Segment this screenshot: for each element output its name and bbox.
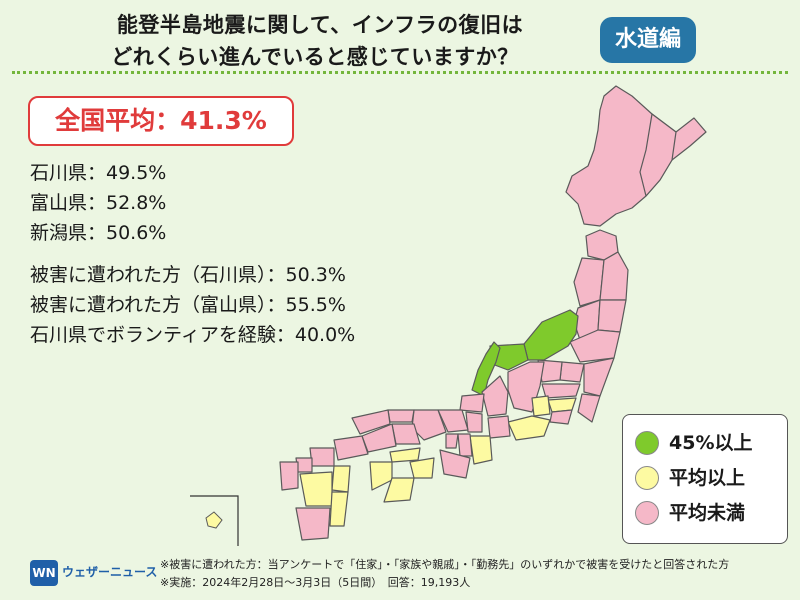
note-survey-period: ※実施：2024年2月28日〜3月3日（5日間） 回答：19,193人 bbox=[160, 576, 471, 589]
akita bbox=[573, 257, 605, 307]
stat-ishikawa: 石川県：49.5% bbox=[30, 162, 167, 184]
osaka bbox=[445, 433, 459, 449]
shimane bbox=[351, 409, 391, 435]
kagawa bbox=[389, 447, 421, 463]
legend-label: 45%以上 bbox=[669, 432, 753, 454]
iwate bbox=[599, 251, 629, 301]
legend-swatch-yellow bbox=[635, 466, 659, 490]
legend-label: 平均以上 bbox=[669, 467, 746, 489]
niigata bbox=[523, 309, 579, 361]
stat-victims-ishikawa: 被害に遭われた方（石川県）：50.3% bbox=[30, 264, 346, 286]
saitama bbox=[541, 383, 581, 399]
stat-volunteer-ishikawa: 石川県でボランティアを経験：40.0% bbox=[30, 324, 356, 346]
title-line-2: どれくらい進んでいると感じていますか？ bbox=[111, 45, 519, 69]
title-line-1: 能登半島地震に関して、インフラの復旧は bbox=[116, 13, 524, 37]
kanagawa bbox=[549, 409, 573, 425]
legend-swatch-green bbox=[635, 431, 659, 455]
okinawa bbox=[205, 511, 223, 529]
shizuoka bbox=[507, 415, 551, 441]
stat-toyama: 富山県：52.8% bbox=[30, 192, 167, 214]
header-divider bbox=[12, 71, 788, 74]
tochigi bbox=[559, 361, 585, 383]
legend-label: 平均未満 bbox=[669, 502, 746, 524]
national-average-box: 全国平均：41.3% bbox=[28, 96, 294, 146]
yamanashi bbox=[531, 395, 551, 417]
miyazaki bbox=[329, 491, 349, 527]
yamaguchi bbox=[333, 435, 369, 461]
stat-victims-toyama: 被害に遭われた方（富山県）：55.5% bbox=[30, 294, 346, 316]
weathernews-logo-icon: WN bbox=[30, 560, 58, 586]
weathernews-logo-text: ウェザーニュース bbox=[62, 565, 158, 579]
tokushima bbox=[409, 457, 435, 479]
stat-niigata: 新潟県：50.6% bbox=[30, 222, 167, 244]
ehime bbox=[369, 461, 393, 491]
hokkaido bbox=[565, 85, 707, 227]
fukuoka bbox=[309, 447, 335, 467]
mie bbox=[469, 435, 493, 465]
tottori bbox=[387, 409, 415, 423]
hokkaido-east bbox=[639, 113, 677, 197]
kumamoto bbox=[299, 471, 333, 507]
kochi bbox=[383, 477, 415, 503]
legend-swatch-pink bbox=[635, 501, 659, 525]
kyoto bbox=[437, 409, 469, 433]
okinawa-inset bbox=[190, 495, 239, 548]
ibaraki bbox=[583, 357, 615, 397]
miyagi bbox=[597, 299, 627, 333]
gifu bbox=[481, 375, 509, 417]
note-victims-definition: ※被害に遭われた方：当アンケートで「住家」・「家族や親戚」・「勤務先」のいずれか… bbox=[160, 558, 730, 571]
fukushima bbox=[569, 329, 621, 363]
category-badge: 水道編 bbox=[600, 17, 696, 63]
shiga bbox=[465, 411, 483, 433]
wakayama bbox=[439, 449, 471, 479]
oita bbox=[331, 465, 351, 493]
chiba bbox=[577, 393, 601, 423]
kagoshima bbox=[295, 507, 331, 541]
nara bbox=[457, 433, 473, 457]
nagasaki bbox=[279, 461, 299, 491]
aichi bbox=[487, 415, 511, 439]
legend: 45%以上 平均以上 平均未満 bbox=[622, 414, 788, 544]
fukui bbox=[459, 393, 485, 413]
footer: WN ウェザーニュース ※被害に遭われた方：当アンケートで「住家」・「家族や親戚… bbox=[0, 546, 800, 600]
